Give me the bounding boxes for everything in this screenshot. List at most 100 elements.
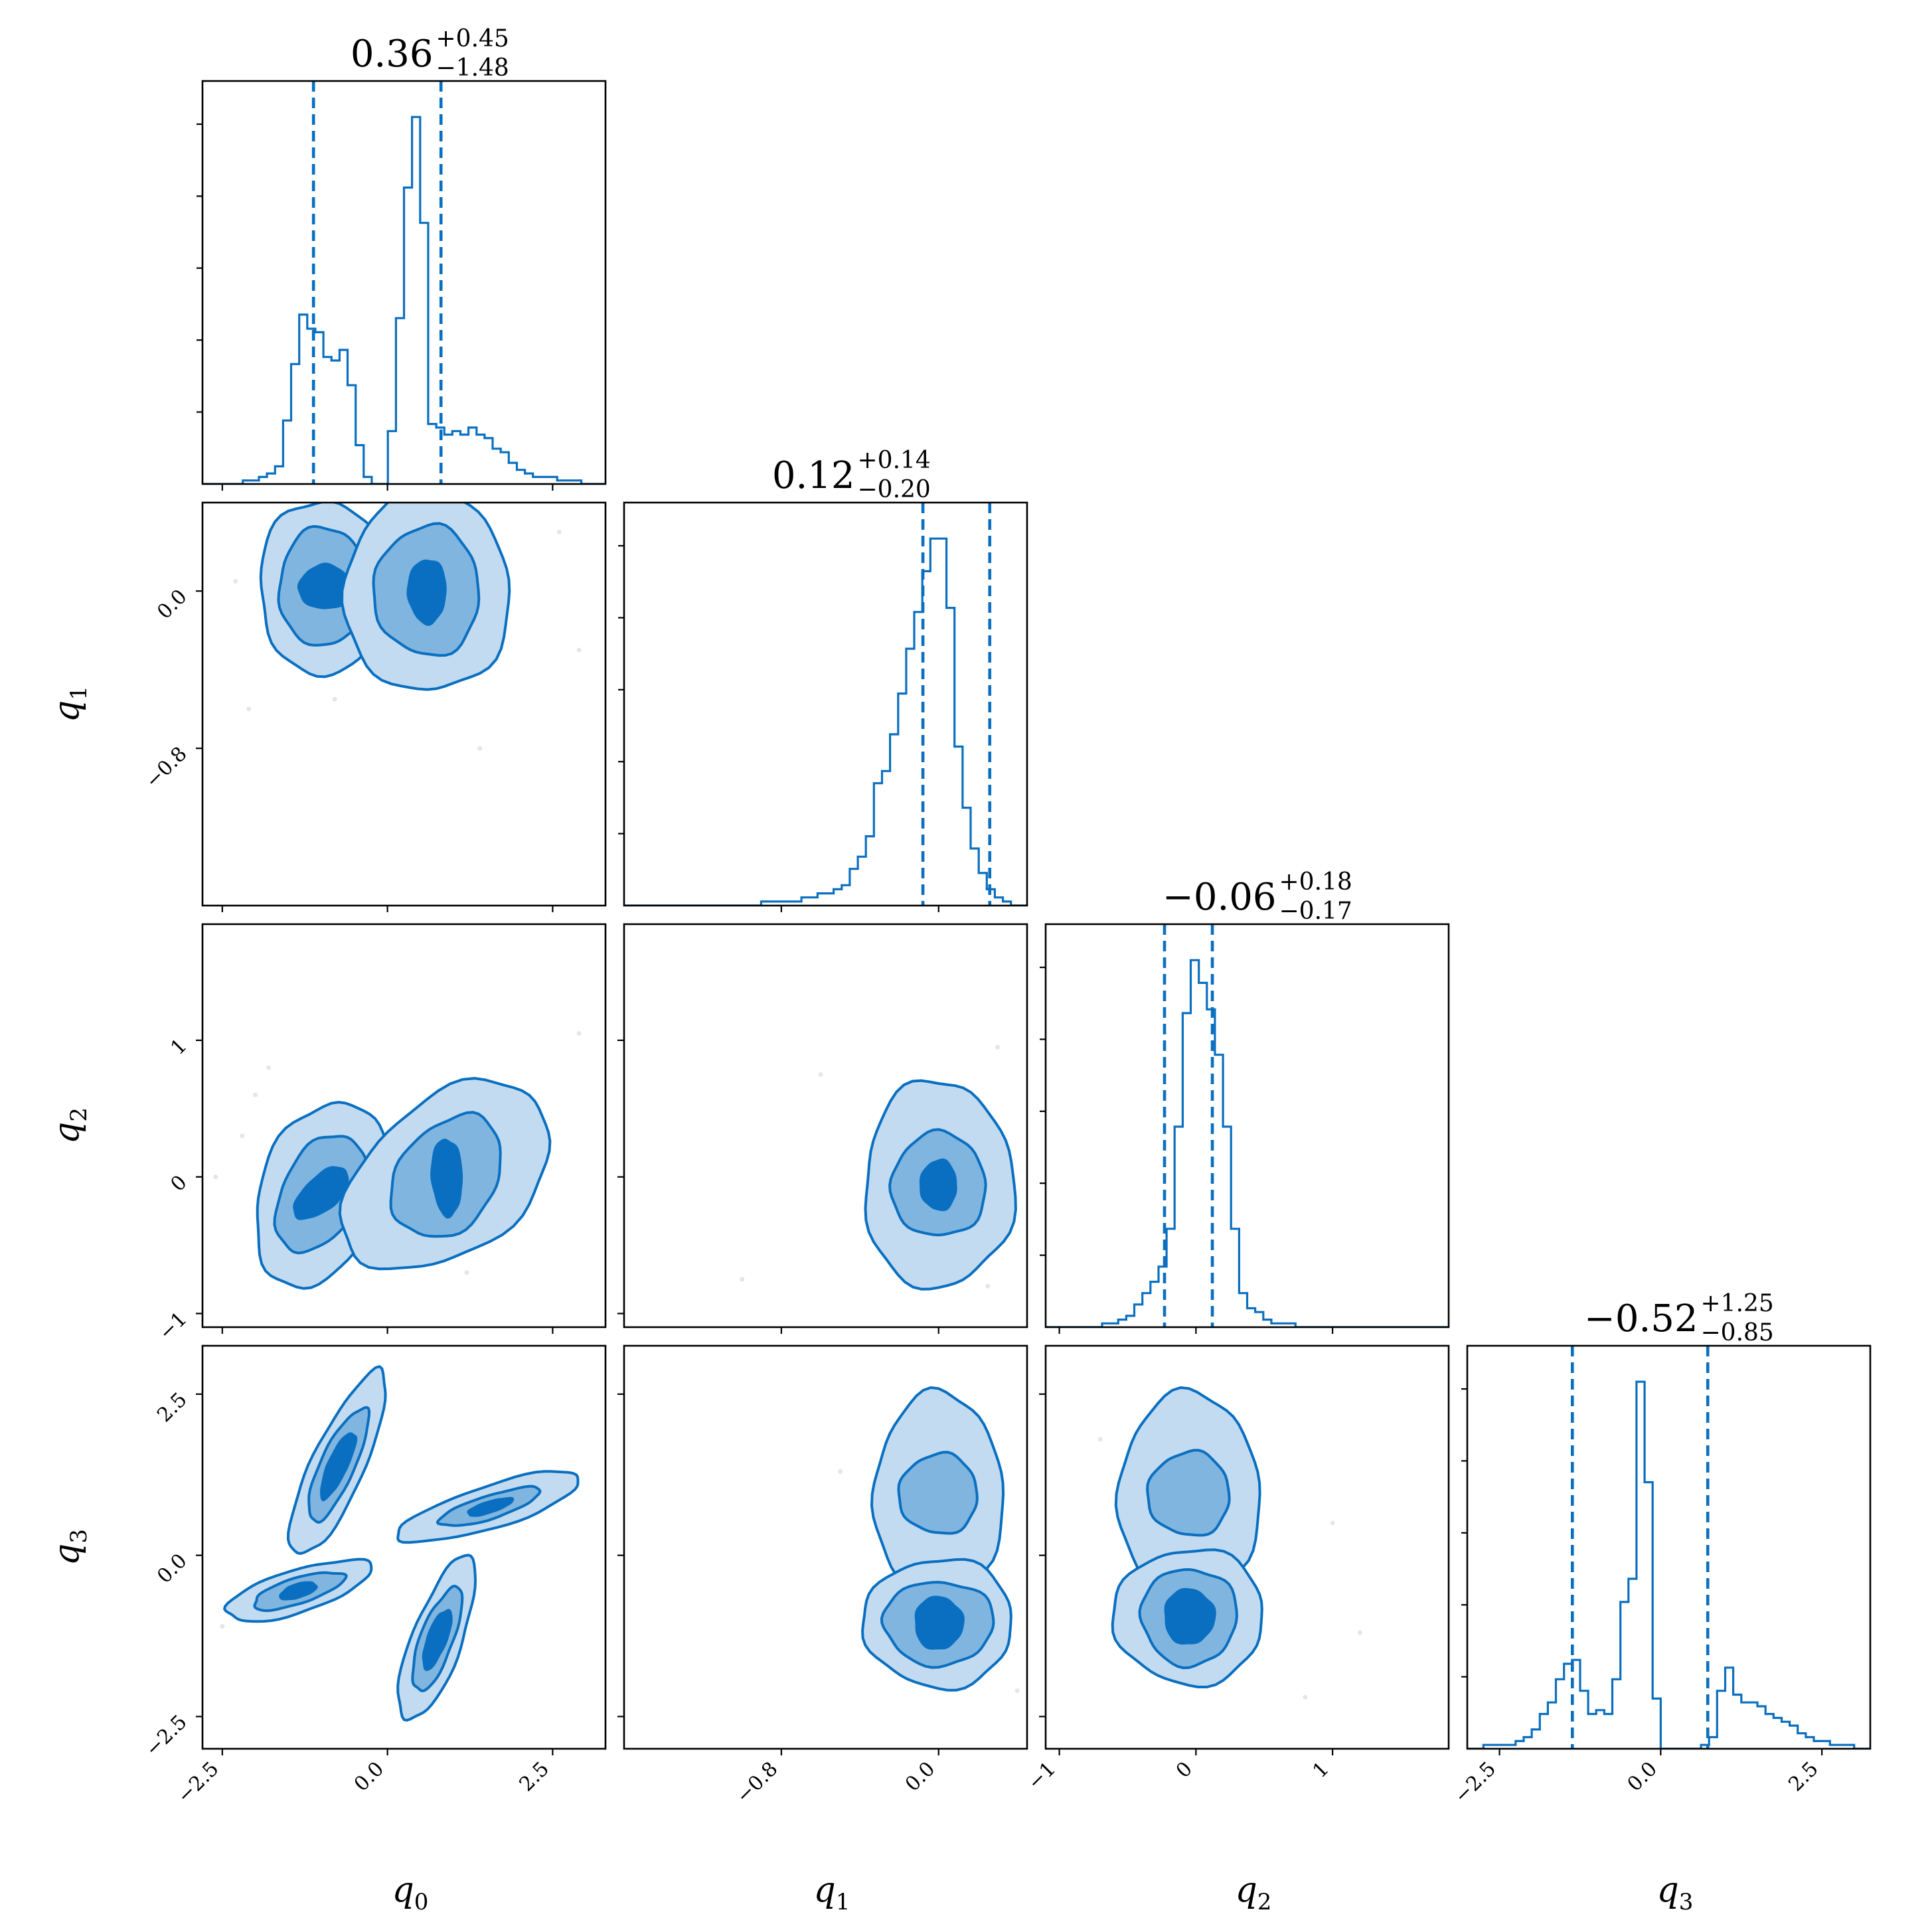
x-axis-label: q3: [1657, 1870, 1694, 1915]
y-tick-label: −0.8: [141, 742, 191, 793]
contour-level-3: [430, 1139, 463, 1219]
histogram-title-3: −0.52 +1.25−0.85: [1584, 1290, 1774, 1346]
histogram-steps: [1046, 959, 1449, 1327]
sample-point: [556, 529, 562, 534]
y-tick-label: 0.0: [153, 585, 191, 623]
sample-point: [1303, 1694, 1308, 1700]
axes-frame-1-2: [623, 923, 1028, 1328]
y-tick-label: 2.5: [153, 1388, 191, 1427]
y-tick-label: −1: [155, 1307, 192, 1344]
contour-level-2: [1146, 1449, 1231, 1537]
axes-frame-2-2: [1044, 923, 1450, 1328]
axes-frame-0-2: [201, 923, 607, 1328]
histogram-title-1: 0.12 +0.14−0.20: [772, 447, 931, 503]
sample-point: [740, 1277, 745, 1282]
sample-point: [985, 1283, 991, 1289]
y-axis-label: q2: [47, 1107, 92, 1144]
histogram-3: [1467, 1346, 1870, 1749]
contour-panel-1-2: [740, 1044, 1017, 1291]
y-tick-label: 1: [166, 1034, 191, 1060]
axes-frame-0-3: [201, 1344, 607, 1750]
axes-frame-3-3: [1466, 1344, 1872, 1750]
histogram-steps: [202, 116, 605, 484]
x-tick-label: 2.5: [1784, 1757, 1822, 1796]
sample-point: [576, 1031, 582, 1036]
contour-level-3: [320, 1432, 358, 1502]
contour-level-3: [279, 1581, 318, 1601]
axes-frame-0-0: [201, 80, 607, 485]
x-tick-label: −2.5: [173, 1757, 223, 1808]
title-plus: +0.18: [1279, 868, 1352, 896]
sample-point: [477, 746, 483, 751]
histogram-steps: [1467, 1380, 1870, 1749]
contour-level-3: [406, 559, 447, 626]
histogram-title-0: 0.36 +0.45−1.48: [351, 25, 509, 82]
sample-point: [818, 1072, 823, 1077]
sample-point: [220, 1623, 225, 1629]
title-minus: −0.17: [1279, 898, 1352, 925]
sample-point: [240, 1133, 245, 1139]
axes-frame-2-3: [1044, 1344, 1450, 1750]
y-tick-label: 0.0: [153, 1550, 191, 1588]
title-minus: −1.48: [436, 54, 509, 82]
contour-panel-0-3: [220, 1364, 580, 1722]
x-axis-label: q1: [814, 1870, 850, 1915]
contour-level-3: [467, 1496, 515, 1517]
histogram-steps: [624, 537, 1027, 906]
contour-level-3: [422, 1609, 453, 1671]
x-tick-label: −1: [1023, 1757, 1060, 1795]
x-tick-label: 0.0: [350, 1757, 388, 1796]
sample-point: [266, 1065, 272, 1070]
contour-level-3: [914, 1595, 965, 1650]
sample-point: [995, 1044, 1001, 1050]
sample-point: [464, 1270, 469, 1275]
sample-point: [1330, 1520, 1335, 1526]
contour-level-3: [297, 562, 351, 609]
histogram-title-2: −0.06 +0.18−0.17: [1163, 868, 1352, 925]
histogram-0: [202, 81, 605, 484]
x-tick-label: 0.0: [901, 1757, 939, 1796]
contour-panel-1-3: [838, 1386, 1020, 1694]
x-tick-label: −0.8: [732, 1757, 782, 1808]
sample-point: [332, 696, 337, 702]
contour-panel-0-2: [213, 1031, 582, 1290]
x-axis-label: q0: [392, 1870, 429, 1915]
axes-frame-1-3: [623, 1344, 1028, 1750]
x-tick-label: −2.5: [1450, 1757, 1500, 1808]
contour-panel-2-3: [1097, 1386, 1362, 1700]
title-value: 0.36: [351, 33, 434, 76]
y-tick-label: 0: [166, 1171, 191, 1196]
sample-point: [246, 706, 252, 712]
x-tick-label: 2.5: [515, 1757, 554, 1796]
sample-point: [576, 647, 582, 653]
contour-panel-0-1: [233, 503, 582, 751]
sample-point: [233, 578, 238, 584]
sample-point: [1014, 1688, 1020, 1694]
x-axis-label: q2: [1236, 1870, 1272, 1915]
y-axis-label: q3: [47, 1529, 92, 1566]
sample-point: [1097, 1437, 1103, 1442]
x-tick-label: 0.0: [1623, 1757, 1662, 1796]
y-tick-label: −2.5: [141, 1710, 191, 1761]
title-value: −0.52: [1584, 1297, 1698, 1340]
axes-frame-0-1: [201, 501, 607, 907]
histogram-1: [624, 503, 1027, 906]
sample-point: [1357, 1630, 1362, 1635]
sample-point: [213, 1174, 218, 1180]
title-minus: −0.20: [858, 476, 931, 503]
sample-point: [253, 1092, 258, 1097]
title-plus: +1.25: [1701, 1290, 1774, 1317]
title-plus: +0.45: [436, 25, 509, 52]
y-axis-label: q1: [47, 686, 92, 722]
title-minus: −0.85: [1701, 1319, 1774, 1346]
histogram-2: [1046, 924, 1449, 1327]
contour-level-3: [293, 1166, 349, 1220]
contour-level-2: [897, 1451, 979, 1535]
axes-frame-1-1: [623, 501, 1028, 907]
title-value: 0.12: [772, 454, 855, 497]
title-plus: +0.14: [858, 447, 931, 474]
x-tick-label: 0: [1172, 1757, 1197, 1783]
x-tick-label: 1: [1309, 1757, 1334, 1783]
title-value: −0.06: [1163, 876, 1277, 919]
